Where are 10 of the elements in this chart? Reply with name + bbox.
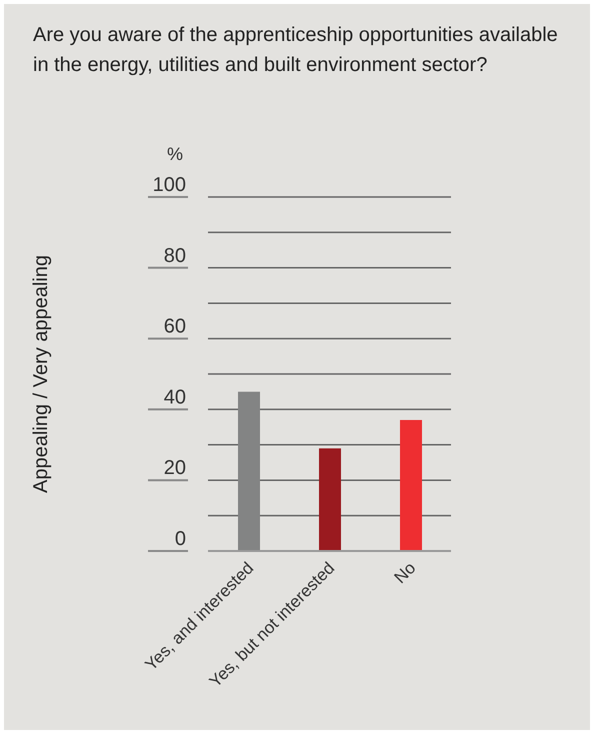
chart-title: Are you aware of the apprenticeship opportunities available in the energy, utilities and built environment sector? [33, 23, 559, 78]
y-tick-label: 100 [152, 174, 186, 196]
y-tick-label: 40 [164, 386, 186, 408]
y-tick-label: 0 [174, 528, 186, 550]
y-tick-label: 60 [164, 316, 186, 338]
y-axis-title: Appealing / Very appealing [30, 255, 52, 493]
y-tick-label: 80 [164, 244, 186, 267]
text: % [167, 144, 184, 165]
x-tick-label: No [390, 558, 420, 588]
y-tick-label: 20 [164, 457, 186, 480]
